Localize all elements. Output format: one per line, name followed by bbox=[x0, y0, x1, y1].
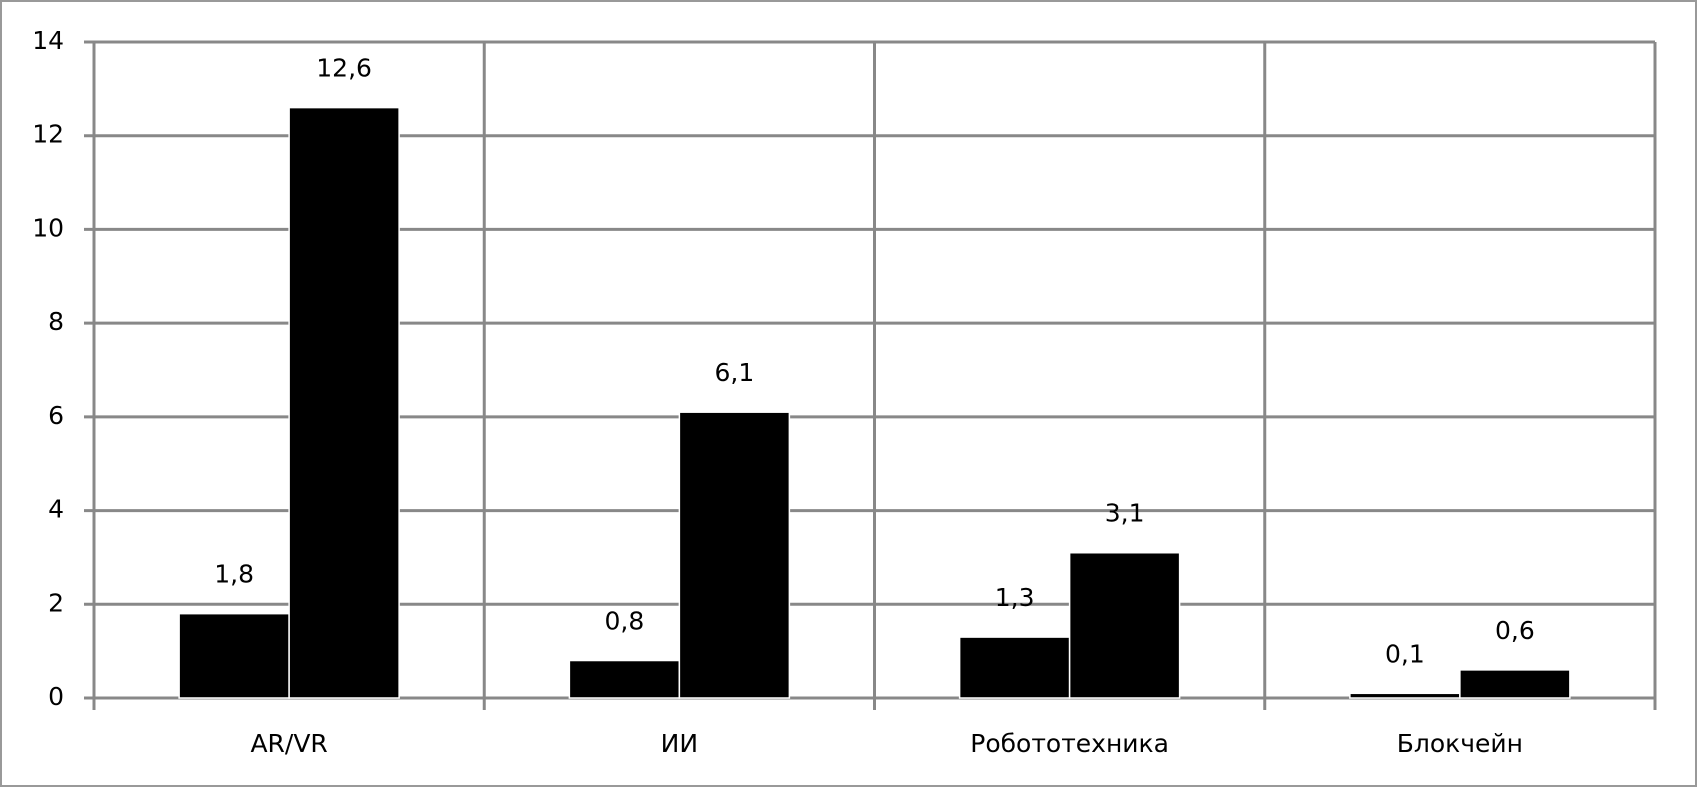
bar bbox=[958, 636, 1071, 699]
value-label: 1,3 bbox=[995, 583, 1035, 612]
x-tick-label: AR/VR bbox=[250, 729, 327, 758]
y-tick-label: 0 bbox=[48, 682, 64, 711]
y-tick-label: 6 bbox=[48, 401, 64, 430]
y-tick-label: 4 bbox=[48, 495, 64, 524]
bar bbox=[1459, 669, 1571, 699]
y-tick-label: 14 bbox=[32, 26, 64, 55]
bar bbox=[568, 659, 681, 699]
value-label: 0,8 bbox=[604, 607, 644, 636]
y-tick-label: 10 bbox=[32, 213, 64, 242]
value-label: 1,8 bbox=[214, 560, 254, 589]
value-label: 0,6 bbox=[1495, 616, 1535, 645]
bar bbox=[678, 411, 791, 699]
bar bbox=[288, 106, 400, 699]
x-tick-label: Робототехника bbox=[970, 729, 1169, 758]
x-tick-label: Блокчейн bbox=[1397, 729, 1523, 758]
bar bbox=[1068, 551, 1181, 699]
y-tick-label: 2 bbox=[48, 588, 64, 617]
bar bbox=[178, 612, 290, 699]
y-tick-label: 12 bbox=[32, 120, 64, 149]
value-label: 3,1 bbox=[1105, 499, 1145, 528]
value-label: 6,1 bbox=[714, 358, 754, 387]
value-label: 0,1 bbox=[1385, 639, 1425, 668]
x-tick-label: ИИ bbox=[661, 729, 698, 758]
bar bbox=[1349, 692, 1461, 699]
y-tick-label: 8 bbox=[48, 307, 64, 336]
value-label: 12,6 bbox=[316, 54, 372, 83]
